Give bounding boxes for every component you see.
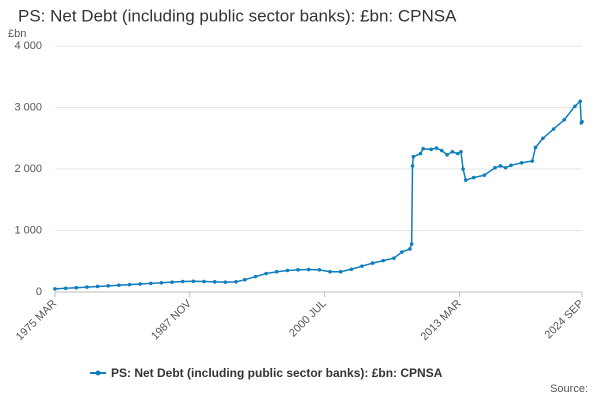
point xyxy=(243,277,247,282)
point xyxy=(338,269,343,274)
point xyxy=(149,281,153,286)
point xyxy=(253,274,258,279)
point xyxy=(127,282,132,287)
point xyxy=(482,173,487,177)
legend-label: PS: Net Debt (including public sector ba… xyxy=(111,366,443,380)
y-tick-label: 4 000 xyxy=(14,40,42,52)
x-tick-label: 1975 MAR xyxy=(14,298,59,343)
point xyxy=(519,161,524,165)
point xyxy=(580,119,584,124)
point xyxy=(471,175,476,180)
point xyxy=(264,271,268,276)
point xyxy=(408,247,412,251)
point xyxy=(392,256,396,260)
point xyxy=(573,104,577,109)
point xyxy=(439,148,444,153)
point xyxy=(296,268,300,272)
point xyxy=(234,280,238,284)
point xyxy=(95,284,100,289)
point xyxy=(63,286,68,291)
point xyxy=(138,282,142,286)
point xyxy=(170,280,174,284)
point xyxy=(212,280,217,284)
point xyxy=(274,269,279,274)
point xyxy=(400,250,404,254)
point xyxy=(223,280,228,284)
point xyxy=(117,283,121,288)
x-tick-label: 2000 JUL xyxy=(287,298,329,340)
point xyxy=(551,127,556,131)
point xyxy=(202,279,206,284)
point xyxy=(418,151,423,156)
point xyxy=(421,146,425,151)
source: Source: xyxy=(550,383,588,395)
point xyxy=(450,149,455,154)
x-tick-label: 2013 MAR xyxy=(418,298,463,343)
point xyxy=(349,267,354,272)
point xyxy=(159,280,164,285)
point xyxy=(191,279,196,284)
point xyxy=(562,118,567,122)
y-tick-label: 1 000 xyxy=(14,224,42,236)
point xyxy=(429,147,433,152)
point xyxy=(463,178,468,182)
x-tick-label: 1987 NOV xyxy=(149,297,194,342)
point xyxy=(493,165,497,170)
point xyxy=(106,284,111,288)
point xyxy=(503,165,508,170)
y-tick-label: 3 000 xyxy=(14,101,42,113)
point xyxy=(370,261,375,265)
point xyxy=(85,285,89,289)
legend-marker xyxy=(95,370,101,376)
point xyxy=(180,279,185,284)
series-line xyxy=(54,99,583,290)
y-unit: £bn xyxy=(8,28,26,40)
point xyxy=(578,99,582,104)
y-tick-label: 0 xyxy=(36,286,42,298)
point xyxy=(498,164,503,168)
x-tick-label: 2024 SEP xyxy=(543,298,587,342)
point xyxy=(509,163,513,168)
point xyxy=(434,146,439,150)
point xyxy=(381,258,386,263)
point xyxy=(461,167,465,171)
point xyxy=(455,151,460,156)
point xyxy=(53,287,57,291)
point xyxy=(409,242,414,246)
point xyxy=(328,269,332,274)
point xyxy=(445,153,449,157)
point xyxy=(459,149,463,154)
point xyxy=(411,154,416,159)
point xyxy=(533,145,538,150)
point xyxy=(530,159,535,163)
point xyxy=(410,164,415,168)
point xyxy=(74,285,79,290)
point xyxy=(360,264,364,268)
y-tick-label: 2 000 xyxy=(14,163,42,175)
chart-title: PS: Net Debt (including public sector ba… xyxy=(18,6,457,25)
point xyxy=(285,268,290,273)
point xyxy=(306,267,311,272)
point xyxy=(317,268,322,272)
point xyxy=(541,136,545,141)
